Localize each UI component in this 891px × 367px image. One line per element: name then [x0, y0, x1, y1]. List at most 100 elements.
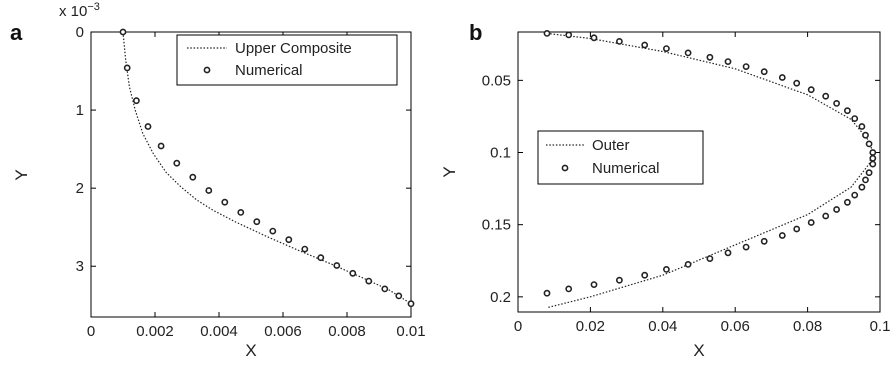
- panel-a-series: [119, 28, 415, 308]
- panel-a-y-multiplier: x 10−3: [59, 1, 100, 20]
- panel-a-data-point: [173, 159, 181, 167]
- panel-b-x-tick-label: 0.02: [576, 318, 605, 335]
- panel-b-data-point: [706, 53, 714, 61]
- panel-a-x-tick-label: 0.004: [200, 323, 238, 340]
- panel-b-data-point: [851, 115, 859, 122]
- panel-b-data-point: [641, 271, 649, 279]
- panel-a-data-point: [123, 64, 131, 72]
- panel-b-data-point: [724, 249, 732, 257]
- panel-b-data-point: [684, 260, 692, 268]
- panel-b-series: [543, 30, 877, 309]
- panel-b-data-point: [760, 68, 768, 76]
- panel-b-data-point: [833, 206, 840, 213]
- panel-a-y-tick-label: 0: [76, 24, 84, 41]
- panel-b-data-point: [543, 289, 551, 297]
- panel-a-data-point: [349, 269, 357, 277]
- panel-b-letter: b: [469, 20, 482, 45]
- panel-a-x-tick-label: 0.002: [136, 323, 174, 340]
- panel-a-data-point: [144, 123, 152, 130]
- panel-a-data-point: [301, 245, 309, 253]
- panel-a-data-point: [285, 236, 293, 244]
- panel-b-data-point: [807, 219, 815, 226]
- panel-b-data-point: [590, 34, 598, 42]
- panel-b-legend-marker-sample: [561, 164, 569, 172]
- panel-a-series-line: [122, 31, 412, 305]
- panel-b-data-point: [742, 243, 750, 251]
- panel-a-x-tick-label: 0.006: [264, 323, 302, 340]
- panel-a-data-point: [157, 142, 165, 150]
- panel-b-data-point: [862, 131, 869, 139]
- panel-a-y-axis-label: Y: [12, 169, 31, 180]
- panel-b-data-point: [778, 74, 786, 81]
- panel-b-data-point: [793, 225, 801, 233]
- panel-b-data-point: [858, 123, 866, 130]
- panel-a-y-tick-label: 3: [76, 258, 84, 275]
- panel-b-data-point: [684, 49, 692, 57]
- panel-b-series-line: [546, 32, 874, 309]
- panel-b-data-point: [706, 255, 714, 262]
- panel-a-data-point: [365, 277, 373, 285]
- panel-b-legend: Outer Numerical: [537, 130, 704, 185]
- panel-b-data-point: [865, 169, 873, 177]
- panel-b-data-point: [862, 176, 869, 184]
- panel-b-data-point: [833, 100, 840, 107]
- panel-b-legend-label-outer: Outer: [592, 137, 630, 154]
- panel-b-data-point: [822, 212, 830, 220]
- panel-a-x-tick-label: 0.008: [328, 323, 366, 340]
- panel-b-data-point: [641, 41, 649, 49]
- panel-a-legend-box: [176, 34, 398, 86]
- panel-b-x-tick-label: 0: [514, 318, 522, 335]
- panel-a-data-point: [119, 28, 127, 36]
- panel-b-data-point: [663, 265, 670, 273]
- panel-b-data-point: [858, 183, 866, 191]
- panel-a-data-point: [333, 262, 341, 269]
- panel-a-data-point: [269, 227, 277, 235]
- panel-a-data-point: [317, 254, 325, 262]
- panel-a-data-point: [205, 187, 213, 194]
- panel-a-data-point: [407, 300, 415, 308]
- panel-b: b 0 0.02 0.04 0.06 0.08 0.1 0.05 0.1 0.15 0.2 X Y…: [440, 20, 890, 360]
- panel-a-x-tick-label: 0.01: [396, 323, 425, 340]
- panel-b-x-tick-label: 0.1: [870, 318, 891, 335]
- panel-b-data-point: [778, 232, 786, 239]
- panel-b-data-point: [616, 38, 623, 45]
- panel-b-data-point: [565, 285, 573, 293]
- panel-a-data-point: [237, 208, 245, 216]
- panel-b-data-point: [724, 58, 732, 65]
- panel-a-ticks: 0 0.002 0.004 0.006 0.008 0.01 0 1 2 3: [76, 24, 426, 340]
- panel-b-data-point: [616, 276, 623, 284]
- panel-a-legend-marker-sample: [203, 66, 211, 74]
- panel-b-ticks: 0 0.02 0.04 0.06 0.08 0.1 0.05 0.1 0.15 0.2: [482, 32, 891, 335]
- panel-b-data-point: [869, 160, 877, 168]
- panel-b-y-tick-label: 0.05: [482, 72, 511, 89]
- panel-b-legend-box: [537, 130, 704, 185]
- panel-b-y-axis-label: Y: [440, 166, 459, 177]
- panel-b-data-point: [590, 281, 598, 288]
- panel-a-data-point: [189, 173, 197, 181]
- panel-a-legend-label-composite: Upper Composite: [235, 40, 352, 57]
- panel-b-data-point: [663, 45, 670, 52]
- panel-a-y-tick-label: 1: [76, 102, 84, 119]
- panel-b-data-point: [793, 79, 801, 87]
- panel-b-x-axis-label: X: [693, 341, 704, 360]
- panel-b-data-point: [822, 92, 830, 100]
- panel-b-data-point: [844, 107, 851, 115]
- panel-a: a x 10−3 0 0.002 0.004 0.006 0.008 0.01 0 1 2 3 X…: [10, 1, 426, 360]
- panel-a-data-point: [381, 285, 389, 293]
- panel-b-data-point: [742, 63, 750, 70]
- panel-b-data-point: [869, 154, 877, 162]
- panel-b-data-point: [565, 31, 573, 39]
- panel-b-data-point: [760, 237, 768, 245]
- panel-b-data-point: [851, 191, 859, 199]
- panel-a-legend: Upper Composite Numerical: [176, 34, 398, 86]
- panel-b-y-tick-label: 0.15: [482, 217, 511, 234]
- panel-a-data-point: [395, 292, 403, 300]
- panel-a-y-tick-label: 2: [76, 180, 84, 197]
- panel-a-data-point: [221, 198, 229, 206]
- panel-b-data-point: [865, 140, 873, 148]
- panel-b-data-point: [543, 30, 551, 37]
- panel-b-legend-label-numerical: Numerical: [592, 160, 660, 177]
- panel-b-x-tick-label: 0.04: [648, 318, 677, 335]
- panel-a-data-point: [253, 218, 261, 226]
